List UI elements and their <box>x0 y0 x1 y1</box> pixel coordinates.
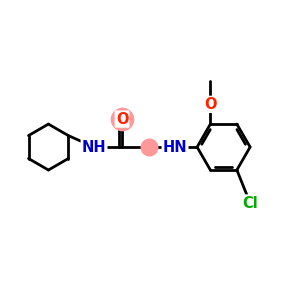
Text: NH: NH <box>82 140 106 154</box>
Text: O: O <box>204 97 217 112</box>
Text: HN: HN <box>163 140 187 154</box>
Text: Cl: Cl <box>242 196 258 211</box>
Text: O: O <box>116 112 128 127</box>
